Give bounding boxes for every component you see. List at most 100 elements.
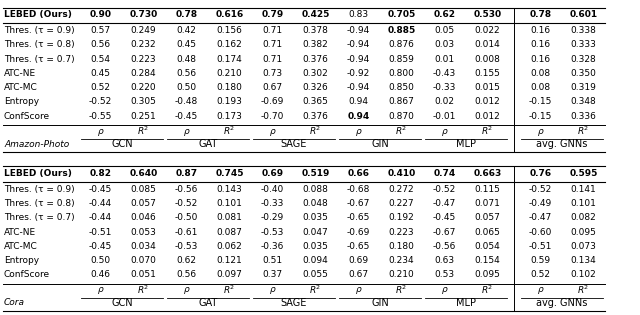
Text: Thres. (τ = 0.8): Thres. (τ = 0.8) <box>4 199 75 208</box>
Text: -0.01: -0.01 <box>433 112 456 121</box>
Text: ρ: ρ <box>269 285 275 294</box>
Text: -0.47: -0.47 <box>433 199 456 208</box>
Text: -0.15: -0.15 <box>529 112 552 121</box>
Text: 0.52: 0.52 <box>90 83 111 92</box>
Text: 0.730: 0.730 <box>129 10 157 20</box>
Text: -0.53: -0.53 <box>175 242 198 251</box>
Text: 0.014: 0.014 <box>475 40 500 49</box>
Text: 0.01: 0.01 <box>435 54 454 64</box>
Text: 0.305: 0.305 <box>131 97 156 106</box>
Text: 0.210: 0.210 <box>216 69 243 78</box>
Text: avg. GNNs: avg. GNNs <box>536 139 588 149</box>
Text: 0.382: 0.382 <box>303 40 328 49</box>
Text: 0.365: 0.365 <box>303 97 328 106</box>
Text: ATC-NE: ATC-NE <box>4 69 36 78</box>
Text: -0.36: -0.36 <box>261 242 284 251</box>
Text: 0.62: 0.62 <box>433 10 456 20</box>
Text: 0.56: 0.56 <box>90 40 111 49</box>
Text: ρ: ρ <box>184 285 189 294</box>
Text: 0.57: 0.57 <box>90 26 111 35</box>
Text: $R^2$: $R^2$ <box>396 284 408 296</box>
Text: 0.705: 0.705 <box>387 10 415 20</box>
Text: 0.272: 0.272 <box>388 185 414 194</box>
Text: 0.45: 0.45 <box>90 69 111 78</box>
Text: 0.16: 0.16 <box>531 26 550 35</box>
Text: MLP: MLP <box>456 139 476 149</box>
Text: -0.51: -0.51 <box>89 228 112 237</box>
Text: ConfScore: ConfScore <box>4 271 50 279</box>
Text: -0.94: -0.94 <box>347 26 370 35</box>
Text: 0.035: 0.035 <box>303 213 328 222</box>
Text: 0.78: 0.78 <box>175 10 198 20</box>
Text: 0.63: 0.63 <box>435 256 454 265</box>
Text: -0.40: -0.40 <box>261 185 284 194</box>
Text: -0.29: -0.29 <box>261 213 284 222</box>
Text: 0.081: 0.081 <box>216 213 243 222</box>
Text: 0.410: 0.410 <box>387 169 415 178</box>
Text: $R^2$: $R^2$ <box>309 284 322 296</box>
Text: 0.012: 0.012 <box>475 112 500 121</box>
Text: Cora: Cora <box>4 298 25 307</box>
Text: ρ: ρ <box>356 127 362 136</box>
Text: 0.095: 0.095 <box>475 271 500 279</box>
Text: Thres. (τ = 0.7): Thres. (τ = 0.7) <box>4 54 75 64</box>
Text: 0.097: 0.097 <box>216 271 243 279</box>
Text: -0.47: -0.47 <box>529 213 552 222</box>
Text: 0.134: 0.134 <box>571 256 596 265</box>
Text: -0.45: -0.45 <box>433 213 456 222</box>
Text: 0.425: 0.425 <box>301 10 330 20</box>
Text: 0.83: 0.83 <box>348 10 369 20</box>
Text: ρ: ρ <box>538 127 543 136</box>
Text: -0.15: -0.15 <box>529 97 552 106</box>
Text: 0.284: 0.284 <box>131 69 156 78</box>
Text: 0.143: 0.143 <box>216 185 243 194</box>
Text: 0.065: 0.065 <box>475 228 500 237</box>
Text: -0.60: -0.60 <box>529 228 552 237</box>
Text: 0.56: 0.56 <box>177 69 196 78</box>
Text: SAGE: SAGE <box>281 298 307 308</box>
Text: 0.378: 0.378 <box>303 26 328 35</box>
Text: 0.16: 0.16 <box>531 54 550 64</box>
Text: 0.05: 0.05 <box>435 26 454 35</box>
Text: Thres. (τ = 0.7): Thres. (τ = 0.7) <box>4 213 75 222</box>
Text: 0.62: 0.62 <box>177 256 196 265</box>
Text: LEBED (Ours): LEBED (Ours) <box>4 169 72 178</box>
Text: 0.08: 0.08 <box>531 83 550 92</box>
Text: 0.088: 0.088 <box>303 185 328 194</box>
Text: 0.082: 0.082 <box>571 213 596 222</box>
Text: $R^2$: $R^2$ <box>138 284 150 296</box>
Text: -0.49: -0.49 <box>529 199 552 208</box>
Text: 0.015: 0.015 <box>475 83 500 92</box>
Text: 0.057: 0.057 <box>475 213 500 222</box>
Text: -0.51: -0.51 <box>529 242 552 251</box>
Text: ρ: ρ <box>356 285 362 294</box>
Text: -0.52: -0.52 <box>529 185 552 194</box>
Text: 0.16: 0.16 <box>531 40 550 49</box>
Text: 0.76: 0.76 <box>529 169 552 178</box>
Text: 0.94: 0.94 <box>349 97 369 106</box>
Text: GIN: GIN <box>371 139 389 149</box>
Text: 0.326: 0.326 <box>303 83 328 92</box>
Text: 0.42: 0.42 <box>177 26 196 35</box>
Text: 0.90: 0.90 <box>90 10 111 20</box>
Text: 0.193: 0.193 <box>216 97 243 106</box>
Text: ρ: ρ <box>442 285 447 294</box>
Text: 0.37: 0.37 <box>262 271 283 279</box>
Text: Thres. (τ = 0.9): Thres. (τ = 0.9) <box>4 26 75 35</box>
Text: 0.87: 0.87 <box>175 169 198 178</box>
Text: -0.45: -0.45 <box>89 242 112 251</box>
Text: MLP: MLP <box>456 298 476 308</box>
Text: 0.66: 0.66 <box>348 169 369 178</box>
Text: 0.876: 0.876 <box>388 40 415 49</box>
Text: avg. GNNs: avg. GNNs <box>536 298 588 308</box>
Text: -0.50: -0.50 <box>175 213 198 222</box>
Text: 0.71: 0.71 <box>262 40 283 49</box>
Text: 0.867: 0.867 <box>388 97 415 106</box>
Text: -0.33: -0.33 <box>433 83 456 92</box>
Text: 0.595: 0.595 <box>570 169 598 178</box>
Text: $R^2$: $R^2$ <box>481 284 493 296</box>
Text: 0.850: 0.850 <box>388 83 415 92</box>
Text: 0.530: 0.530 <box>474 10 502 20</box>
Text: 0.328: 0.328 <box>571 54 596 64</box>
Text: 0.601: 0.601 <box>570 10 598 20</box>
